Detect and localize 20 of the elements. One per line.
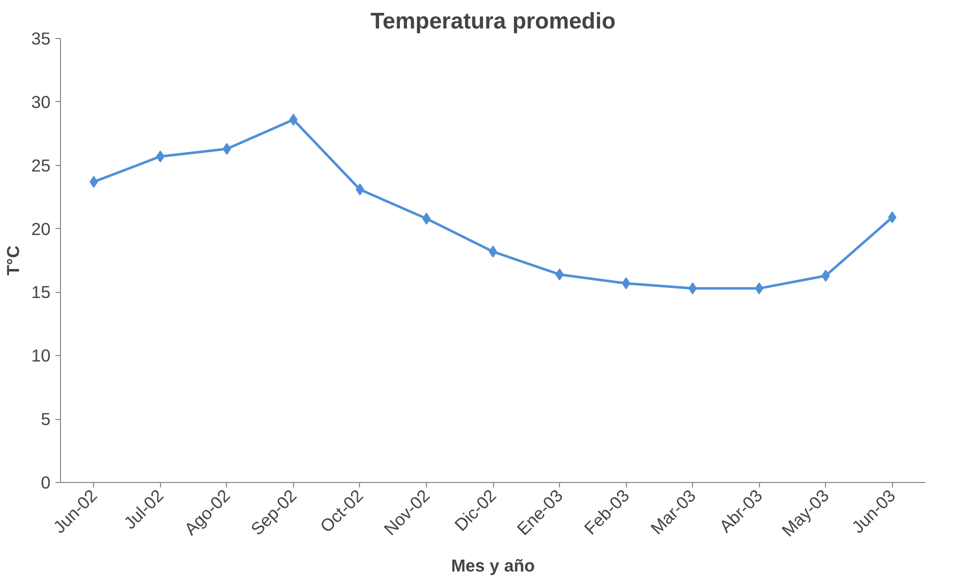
y-tick-label: 35: [31, 28, 51, 48]
point: [356, 183, 364, 196]
y-tick-label: 15: [31, 282, 51, 302]
y-axis-title: T°C: [3, 245, 24, 276]
y-tick-label: 10: [31, 346, 51, 366]
x-axis-title: Mes y año: [451, 556, 535, 576]
point: [488, 246, 498, 258]
point: [754, 282, 764, 294]
point: [222, 142, 232, 155]
point: [622, 277, 630, 290]
point: [688, 282, 697, 294]
point: [289, 114, 298, 126]
y-tick-label: 30: [31, 92, 51, 112]
y-tick-label: 0: [40, 472, 51, 492]
point: [422, 212, 431, 225]
point: [555, 268, 564, 280]
y-tick-label: 20: [31, 218, 51, 239]
y-tick-label: 5: [40, 409, 51, 430]
chart-title: Temperatura promedio: [370, 8, 616, 34]
y-tick-label: 25: [31, 155, 51, 176]
